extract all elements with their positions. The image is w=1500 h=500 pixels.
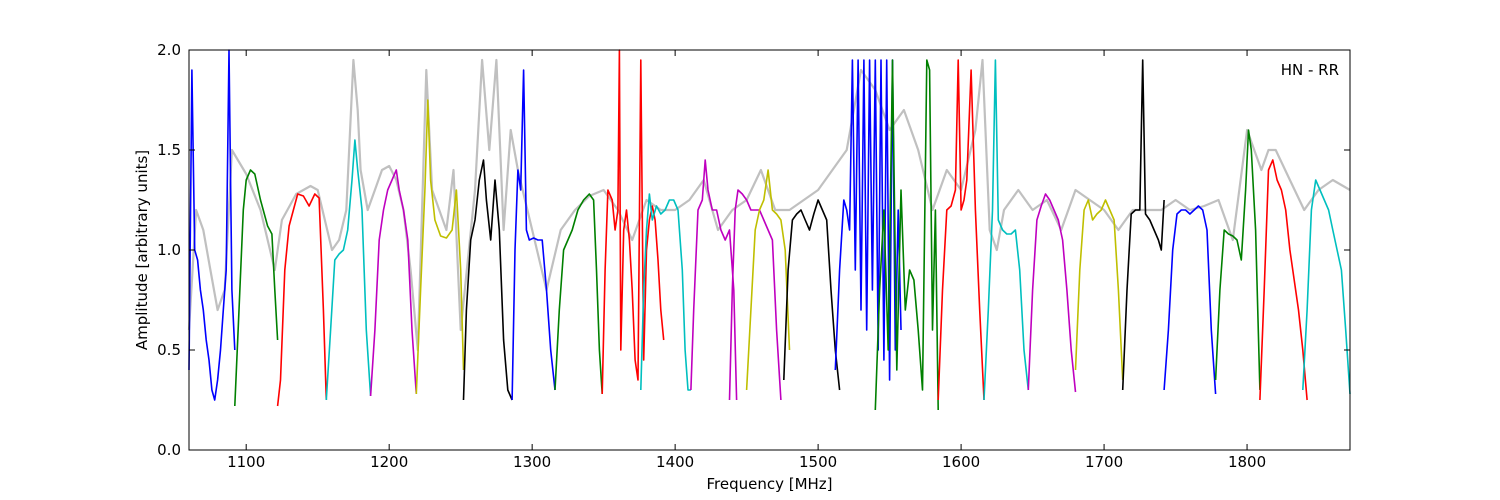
series-line-23 bbox=[1163, 205, 1217, 395]
x-tick-label: 1400 bbox=[656, 453, 694, 471]
x-tick-label: 1300 bbox=[513, 453, 551, 471]
reference-series-line bbox=[187, 58, 1351, 352]
series-line-18 bbox=[937, 59, 985, 401]
series-line-19 bbox=[983, 59, 1030, 401]
x-tick-label: 1800 bbox=[1228, 453, 1266, 471]
series-layer bbox=[187, 49, 1351, 411]
series-line-13 bbox=[728, 189, 782, 401]
series-line-21 bbox=[1074, 199, 1124, 381]
ticks-layer: 1100 1200 1300 1400 1500 1600 1700 1800 0.0 0.5 1.… bbox=[157, 41, 1350, 471]
x-tick-label: 1700 bbox=[1085, 453, 1123, 471]
series-line-20 bbox=[1027, 193, 1077, 393]
series-line-1 bbox=[188, 49, 236, 401]
y-axis-label: Amplitude [arbitrary units] bbox=[133, 150, 151, 350]
series-line-5 bbox=[369, 169, 418, 397]
y-tick-label: 1.5 bbox=[157, 141, 181, 159]
series-line-25 bbox=[1259, 159, 1308, 401]
series-line-17 bbox=[874, 59, 939, 411]
series-line-6 bbox=[415, 99, 465, 395]
series-line-3 bbox=[276, 193, 328, 407]
series-line-2 bbox=[234, 169, 279, 407]
series-line-8 bbox=[511, 69, 556, 401]
series-line-9 bbox=[554, 193, 603, 395]
series-line-15 bbox=[783, 199, 841, 391]
series-line-24 bbox=[1214, 129, 1261, 391]
series-line-7 bbox=[462, 159, 513, 401]
chart-annotation: HN - RR bbox=[1281, 61, 1339, 79]
y-tick-label: 0.0 bbox=[157, 441, 181, 459]
x-tick-label: 1200 bbox=[370, 453, 408, 471]
series-line-11 bbox=[640, 193, 691, 391]
series-line-4 bbox=[325, 139, 372, 401]
series-line-12 bbox=[690, 159, 738, 401]
x-tick-label: 1600 bbox=[942, 453, 980, 471]
series-line-16 bbox=[834, 59, 902, 381]
series-line-26 bbox=[1302, 179, 1351, 395]
series-line-14 bbox=[745, 169, 791, 391]
y-tick-label: 1.0 bbox=[157, 241, 181, 259]
x-tick-label: 1500 bbox=[799, 453, 837, 471]
y-tick-label: 0.5 bbox=[157, 341, 181, 359]
series-line-22 bbox=[1121, 59, 1165, 391]
x-tick-label: 1100 bbox=[227, 453, 265, 471]
series-line-10 bbox=[601, 49, 665, 395]
x-axis-label: Frequency [MHz] bbox=[706, 475, 832, 493]
y-tick-label: 2.0 bbox=[157, 41, 181, 59]
